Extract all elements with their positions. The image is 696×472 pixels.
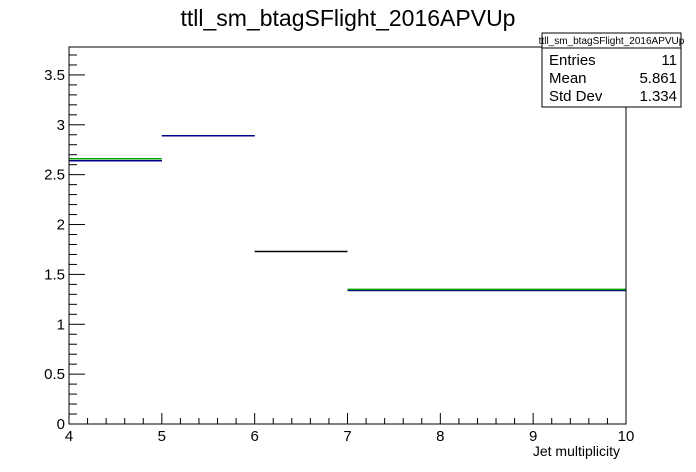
y-tick-label-0: 0	[57, 416, 65, 433]
stats-box-name: ttll_sm_btagSFlight_2016APVUp	[539, 36, 685, 47]
y-tick-label-4: 2	[57, 217, 65, 234]
stats-box: ttll_sm_btagSFlight_2016APVUp Entries 11…	[539, 32, 685, 108]
stats-stddev-value: 1.334	[639, 88, 677, 105]
y-tick-label-5: 2.5	[44, 167, 65, 184]
stats-entries-label: Entries	[549, 52, 596, 69]
x-tick-label-2: 6	[250, 428, 258, 445]
x-tick-label-6: 10	[618, 428, 635, 445]
stats-mean-label: Mean	[549, 70, 587, 87]
histogram-bins	[69, 135, 626, 292]
x-tick-label-3: 7	[343, 428, 351, 445]
y-tick-label-6: 3	[57, 117, 65, 134]
chart-title: ttll_sm_btagSFlight_2016APVUp	[181, 5, 516, 31]
y-tick-label-2: 1	[57, 316, 65, 333]
y-tick-label-3: 1.5	[44, 266, 65, 283]
y-tick-label-1: 0.5	[44, 366, 65, 383]
x-tick-label-4: 8	[436, 428, 444, 445]
x-tick-label-1: 5	[158, 428, 166, 445]
stats-mean-value: 5.861	[639, 70, 677, 87]
stats-stddev-label: Std Dev	[549, 88, 603, 105]
x-tick-label-5: 9	[529, 428, 537, 445]
y-tick-label-7: 3.5	[44, 67, 65, 84]
x-axis-title: Jet multiplicity	[533, 443, 620, 459]
stats-box-frame	[541, 32, 682, 108]
axis-ticks: 4 5 6 7 8 9 10 0 0.5 1 1.5 2 2.5 3 3.5	[44, 54, 635, 445]
x-tick-label-0: 4	[65, 428, 73, 445]
stats-entries-value: 11	[661, 52, 677, 69]
